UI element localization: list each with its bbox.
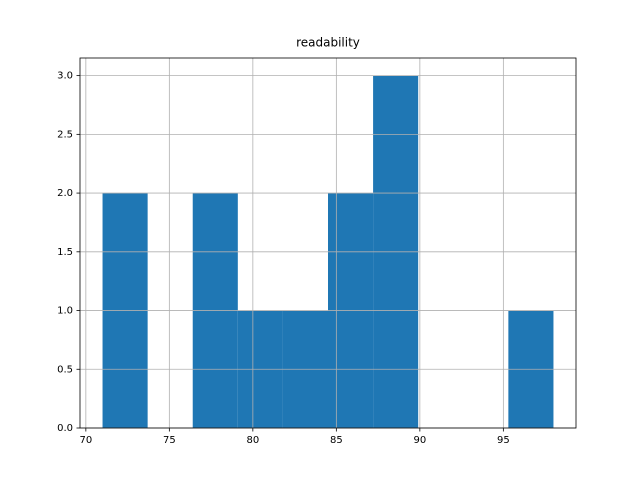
- y-tick-label: 1.0: [57, 306, 73, 317]
- x-tick-label: 95: [497, 435, 510, 446]
- plot-frame: [79, 57, 577, 429]
- chart-title: readability: [296, 36, 360, 50]
- y-tick-label: 3.0: [57, 71, 73, 82]
- y-tick-label: 0.5: [57, 364, 73, 375]
- x-tick-label: 70: [79, 435, 92, 446]
- x-tick-label: 80: [246, 435, 259, 446]
- x-tick-label: 75: [163, 435, 176, 446]
- x-tick-label: 90: [413, 435, 426, 446]
- x-tick-label: 85: [330, 435, 343, 446]
- y-tick-label: 1.5: [57, 247, 73, 258]
- y-tick-label: 0.0: [57, 423, 73, 434]
- y-tick-label: 2.0: [57, 188, 73, 199]
- y-tick-label: 2.5: [57, 129, 73, 140]
